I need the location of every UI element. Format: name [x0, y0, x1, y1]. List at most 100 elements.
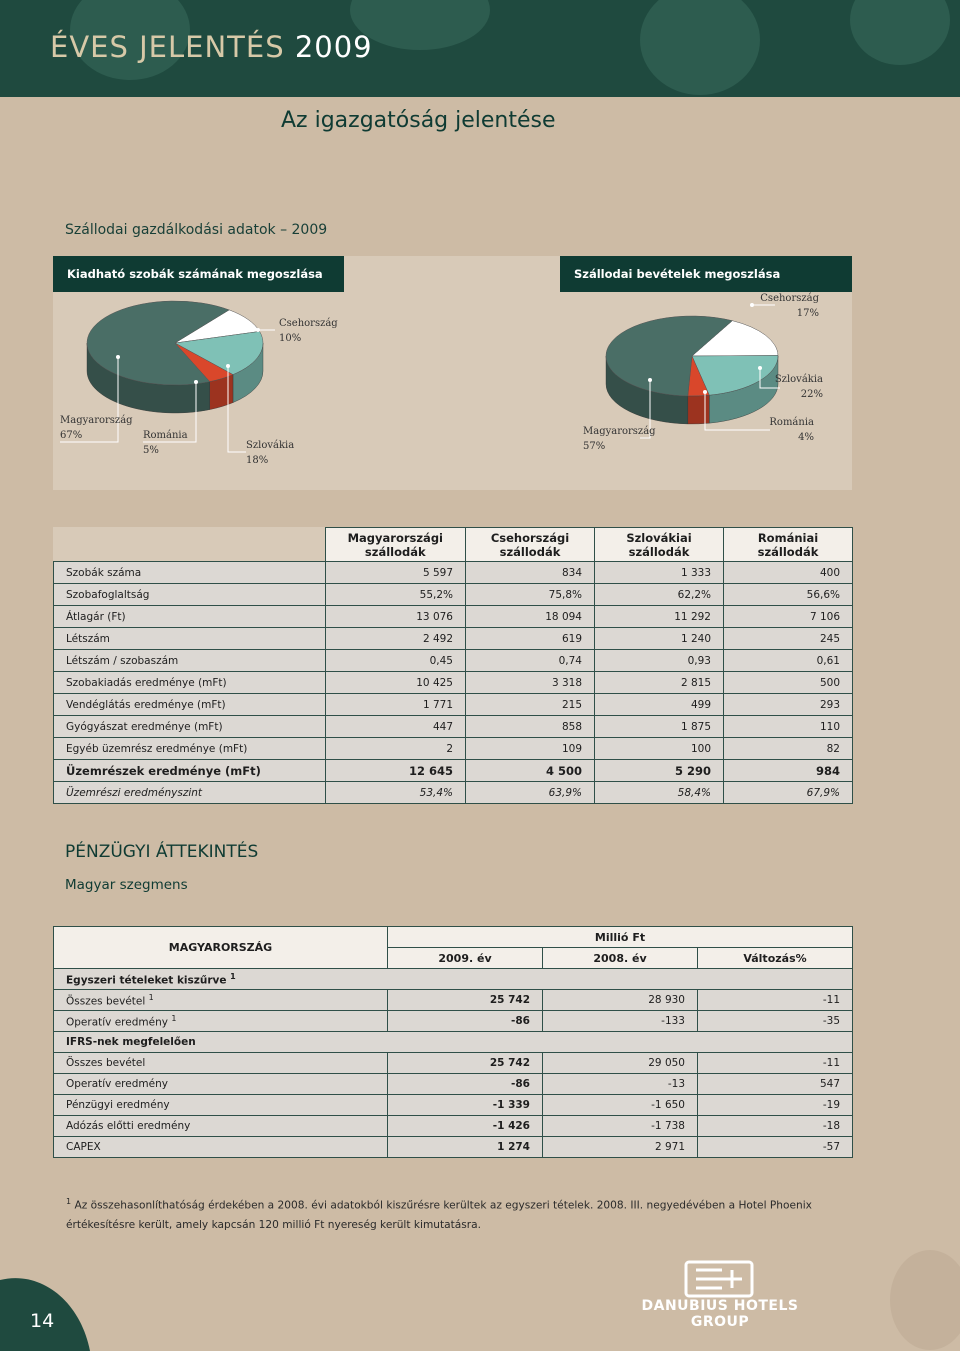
bottom-ornament: [0, 1250, 960, 1351]
note-mark: 1: [230, 971, 236, 981]
pie-slice-side: [687, 394, 710, 425]
category-label: Csehország: [279, 318, 338, 329]
value-label: 5%: [143, 445, 159, 456]
column-header: Szlovákiai szállodák: [594, 527, 724, 562]
row-label: Összes bevétel 1: [53, 989, 388, 1011]
leader-line: [143, 382, 197, 443]
category-label: Szlovákia: [775, 374, 823, 385]
category-label: Románia: [143, 430, 188, 441]
cell: 10 425: [324, 671, 467, 694]
value-label: 22%: [801, 389, 823, 400]
table-row: Szobafoglaltság 55,2% 75,8% 62,2% 56,6%: [53, 583, 853, 606]
table-row: Összes bevétel 1 25 742 28 930 -11: [53, 989, 853, 1011]
row-label: Létszám / szobaszám: [53, 649, 326, 672]
leader-dot: [256, 328, 260, 332]
row-label: Szobakiadás eredménye (mFt): [53, 671, 326, 694]
footnote-mark: 1: [66, 1197, 72, 1206]
cell: 293: [723, 693, 853, 716]
leader-dot: [116, 355, 120, 359]
cell: 53,4%: [324, 781, 467, 804]
table-row: Átlagár (Ft) 13 076 18 094 11 292 7 106: [53, 605, 853, 628]
cell: 25 742: [387, 1052, 543, 1074]
column-header: 2009. év: [387, 947, 543, 969]
cell: -19: [697, 1094, 853, 1116]
cell: 447: [324, 715, 467, 738]
cell: 29 050: [542, 1052, 698, 1074]
label-text: CAPEX: [66, 1141, 101, 1153]
pie-slice: [691, 355, 779, 396]
label-text: Pénzügyi eredmény: [66, 1099, 170, 1111]
table-row: Vendéglátás eredménye (mFt) 1 771 215 499 29…: [53, 693, 853, 716]
logo-text: DANUBIUS HOTELS: [641, 1298, 799, 1314]
finance-title: PÉNZÜGYI ÁTTEKINTÉS: [65, 842, 259, 862]
cell: 2 815: [594, 671, 724, 694]
section-row: Egyszeri tételeket kiszűrve 1: [53, 968, 853, 990]
cell: 499: [594, 693, 724, 716]
cell: 500: [723, 671, 853, 694]
label-text: Összes bevétel: [66, 995, 146, 1008]
chart-title: Szállodai bevételek megoszlása: [560, 256, 852, 292]
column-header: Romániai szállodák: [723, 527, 853, 562]
cell: 82: [723, 737, 853, 760]
cell: 547: [697, 1073, 853, 1095]
footnote-text: Az összehasonlíthatóság érdekében a 2008…: [66, 1199, 812, 1231]
cell: -1 426: [387, 1115, 543, 1137]
row-label: Operatív eredmény: [53, 1073, 388, 1095]
leader-line: [60, 357, 119, 443]
cell: -18: [697, 1115, 853, 1137]
table-row: Létszám / szobaszám 0,45 0,74 0,93 0,61: [53, 649, 853, 672]
row-label: CAPEX: [53, 1136, 388, 1158]
table-row: Létszám 2 492 619 1 240 245: [53, 627, 853, 650]
cell: 0,74: [465, 649, 595, 672]
cell: 1 333: [594, 561, 724, 584]
pie-slice: [605, 315, 733, 397]
label-text: Operatív eredmény: [66, 1078, 168, 1090]
row-label: Összes bevétel: [53, 1052, 388, 1074]
cell: 1 240: [594, 627, 724, 650]
label-text: Összes bevétel: [66, 1057, 146, 1069]
cell: 12 645: [324, 759, 467, 782]
row-label: Vendéglátás eredménye (mFt): [53, 693, 326, 716]
cell: 1 274: [387, 1136, 543, 1158]
cell: 13 076: [324, 605, 467, 628]
cell: -133: [542, 1010, 698, 1032]
cell: 858: [465, 715, 595, 738]
row-label: Üzemrészi eredményszint: [53, 781, 326, 804]
table-row: Üzemrészek eredménye (mFt) 12 645 4 500 5 2…: [53, 759, 853, 782]
cell: 110: [723, 715, 853, 738]
header-cell: [53, 527, 326, 562]
category-label: Szlovákia: [246, 440, 294, 451]
section-title: IFRS-nek megfelelően: [53, 1031, 853, 1053]
cell: 2 492: [324, 627, 467, 650]
ornament: [70, 0, 950, 95]
category-label: Csehország: [760, 293, 819, 304]
leader-dot: [703, 390, 707, 394]
cell: -13: [542, 1073, 698, 1095]
cell: 0,61: [723, 649, 853, 672]
table-row: Pénzügyi eredmény -1 339 -1 650 -19: [53, 1094, 853, 1116]
table-row: Üzemrészi eredményszint 53,4% 63,9% 58,4% 67…: [53, 781, 853, 804]
leader-line: [759, 368, 780, 389]
cell: 984: [723, 759, 853, 782]
row-label: Adózás előtti eredmény: [53, 1115, 388, 1137]
cell: 63,9%: [465, 781, 595, 804]
pie-slice: [174, 331, 264, 375]
cell: 55,2%: [324, 583, 467, 606]
section-row: IFRS-nek megfelelően: [53, 1031, 853, 1053]
leader-dot: [194, 380, 198, 384]
table-row: Operatív eredmény 1 -86 -133 -35: [53, 1010, 853, 1032]
row-label: Operatív eredmény 1: [53, 1010, 388, 1032]
leader-line: [227, 366, 246, 453]
cell: 56,6%: [723, 583, 853, 606]
value-label: 17%: [797, 308, 819, 319]
table-row: Gyógyászat eredménye (mFt) 447 858 1 875 110: [53, 715, 853, 738]
cell: 0,45: [324, 649, 467, 672]
cell: 834: [465, 561, 595, 584]
category-label: Magyarország: [60, 415, 133, 426]
cell: 1 771: [324, 693, 467, 716]
cell: 3 318: [465, 671, 595, 694]
subtitle: Az igazgatóság jelentése: [281, 108, 556, 133]
value-label: 10%: [279, 333, 301, 344]
hotel-table: Magyarországi szállodák Csehországi száll…: [53, 527, 853, 804]
